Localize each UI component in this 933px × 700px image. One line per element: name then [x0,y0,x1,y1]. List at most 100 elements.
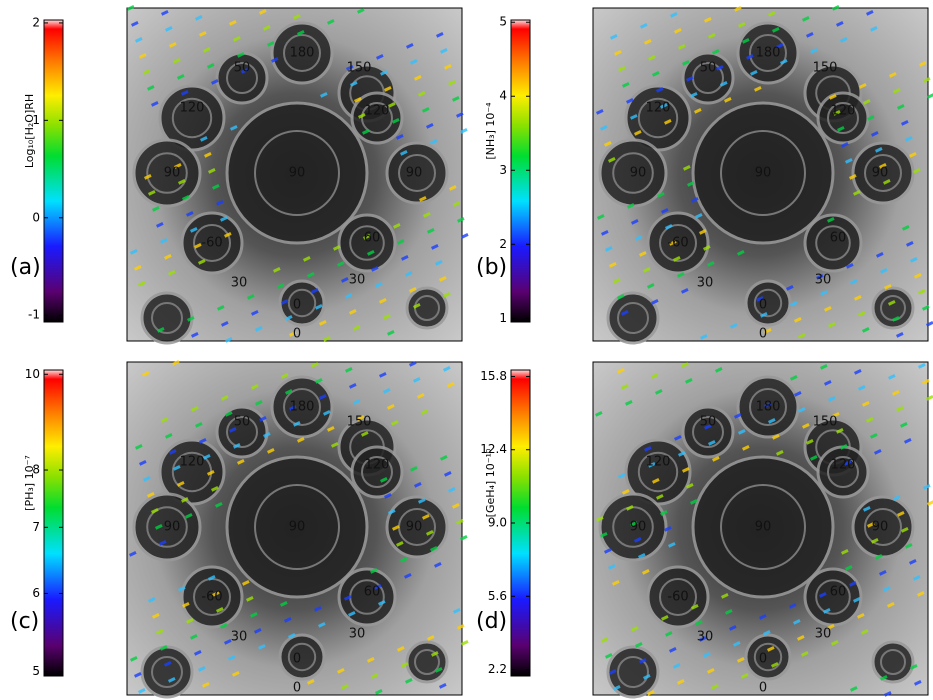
speckle [689,92,698,98]
speckle [426,123,434,129]
speckle [405,678,413,684]
speckle [621,310,629,316]
speckle [837,126,845,132]
speckle [246,596,254,602]
speckle [880,268,888,274]
vortex [646,211,710,275]
speckle [614,50,622,56]
speckle [216,607,224,613]
map-label: 90 [630,520,647,535]
speckle [461,640,469,646]
speckle [378,600,386,606]
speckle [333,245,341,251]
speckle [323,336,331,342]
speckle [640,23,648,29]
vortex [132,492,202,562]
y-tick-label: 7 [32,520,40,534]
speckle [655,87,664,93]
map-label: 90 [755,520,772,535]
speckle [909,559,917,565]
speckle [258,644,266,650]
speckle [203,454,211,460]
speckle [840,37,848,43]
speckle [601,230,609,236]
vortex-ring [226,62,258,94]
axis-label: [GeH₄] 10⁻¹⁰ [484,448,497,517]
speckle [874,449,882,455]
vortex-ring [146,152,188,194]
map-label: 120 [646,101,671,116]
speckle [444,64,452,70]
speckle [647,690,655,696]
map-label: 90 [630,166,647,181]
speckle [130,656,138,662]
speckle [737,250,745,256]
speckle [909,152,917,158]
speckle [922,305,930,311]
speckle [337,261,345,267]
speckle [151,101,159,107]
speckle [361,431,369,437]
speckle [281,373,289,379]
speckle [315,378,323,384]
speckle [685,483,694,489]
speckle [891,390,900,396]
speckle [863,506,871,512]
speckle [681,362,689,368]
speckle [601,637,609,643]
speckle [869,433,878,439]
map-label: 30 [349,273,366,288]
speckle [841,549,849,555]
vortex-ring [361,456,393,488]
speckle [902,225,910,231]
speckle [182,195,190,201]
speckle [137,688,146,694]
speckle [219,623,228,629]
speckle [730,323,738,329]
speckle [609,34,618,40]
speckle [682,60,690,66]
speckle [318,622,326,628]
speckle [435,667,443,673]
vortex-ring [749,34,787,72]
speckle [427,228,435,234]
speckle [699,636,707,642]
speckle [182,602,190,608]
speckle [229,427,237,433]
speckle [652,71,660,77]
speckle [164,661,172,667]
speckle [375,282,383,288]
speckle [452,96,460,102]
vortex-ring [815,225,851,261]
speckle [444,471,452,477]
speckle [285,389,293,395]
speckle [379,372,387,378]
speckle [345,367,353,373]
speckle [460,535,468,541]
speckle [918,61,927,67]
speckle [682,467,690,473]
map-label: 120 [365,458,390,473]
speckle [836,428,844,434]
speckle [169,449,177,455]
speckle [410,466,418,472]
map-label: 90 [406,520,423,535]
vortex-ring [692,416,724,448]
map-label: 30 [231,276,248,291]
speckle [823,380,832,386]
speckle [865,10,874,16]
speckle [914,273,922,279]
speckle [202,682,210,688]
speckle [419,196,427,202]
vortex [180,565,244,629]
speckle [643,267,651,273]
speckle [703,245,711,251]
map-label: -60 [667,590,688,605]
speckle [341,684,349,690]
speckle [823,608,831,614]
map-label: 30 [231,630,248,645]
speckle [734,6,742,12]
speckle [630,521,638,527]
panel-label: (a) [10,255,41,280]
speckle [797,635,805,641]
